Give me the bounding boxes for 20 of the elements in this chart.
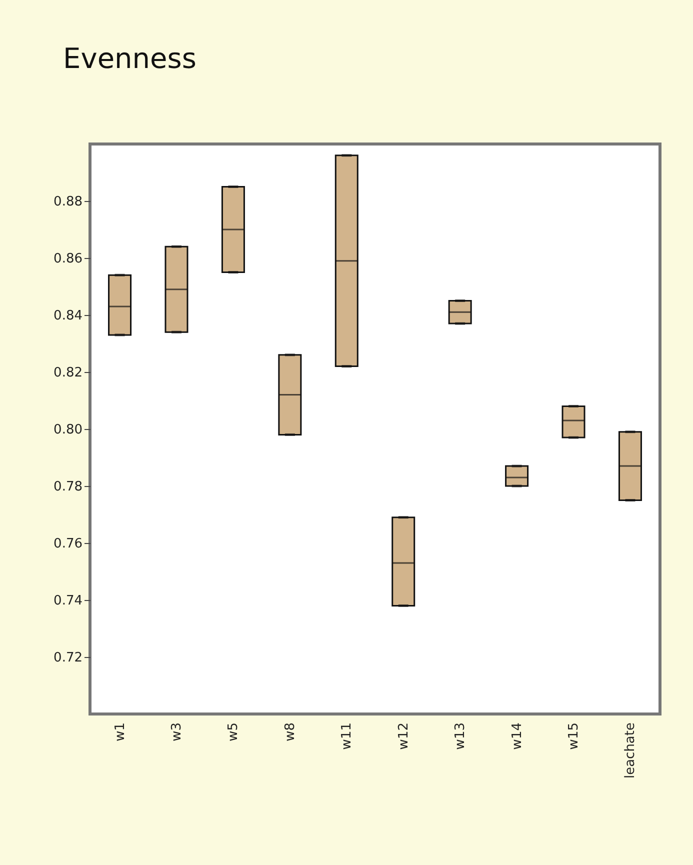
x-tick-label: w5 (226, 722, 242, 742)
y-tick-label: 0.76 (54, 536, 82, 552)
y-tick-label: 0.80 (54, 422, 82, 438)
y-tick-label: 0.72 (54, 650, 82, 666)
x-tick-label: leachate (623, 722, 638, 779)
y-tick-label: 0.78 (54, 480, 82, 494)
y-tick-label: 0.84 (54, 308, 82, 324)
y-tick-label: 0.74 (54, 594, 82, 608)
x-tick-label: w11 (340, 722, 355, 750)
x-tick-label: w8 (282, 722, 298, 742)
y-tick-label: 0.82 (54, 366, 82, 380)
x-tick-label: w1 (112, 722, 128, 742)
chart-title: Evenness (63, 42, 196, 75)
y-tick-label: 0.86 (54, 252, 82, 266)
y-tick-label: 0.88 (54, 194, 82, 210)
x-tick-label: w14 (510, 722, 525, 750)
x-tick-label: w12 (396, 722, 412, 750)
x-tick-label: w15 (566, 722, 582, 750)
x-tick-label: w3 (169, 722, 184, 742)
x-tick-label: w13 (453, 722, 468, 750)
